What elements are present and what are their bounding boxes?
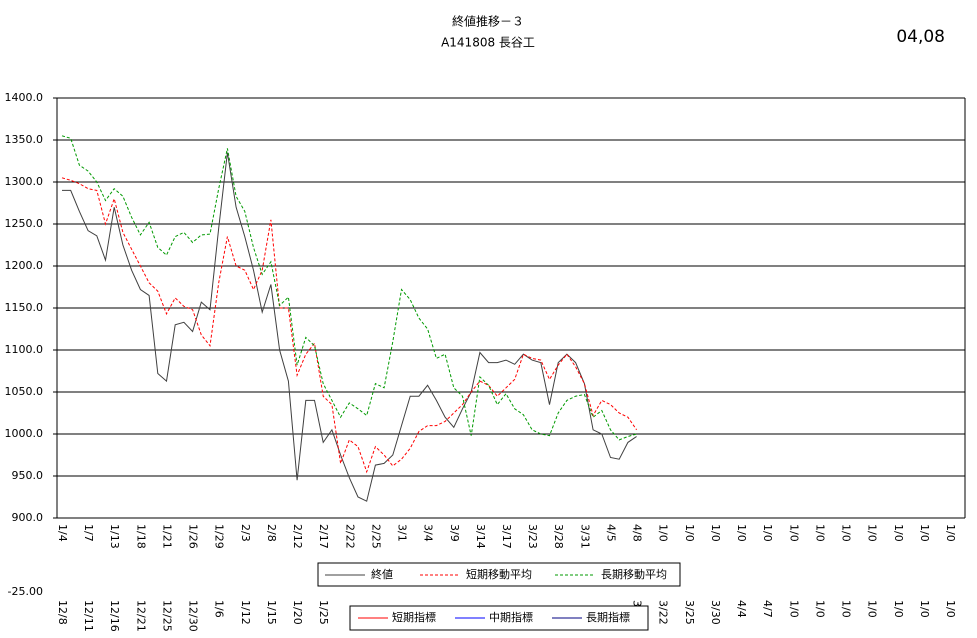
- y-tick-label: 1300.0: [5, 175, 44, 188]
- x-tick-label: 3/14: [474, 524, 487, 549]
- x-tick-label: 1/0: [892, 600, 905, 618]
- x-tick-label: 1/0: [761, 524, 774, 542]
- x-tick-label: 1/0: [787, 600, 800, 618]
- x-tick-label: 1/0: [866, 524, 879, 542]
- y-tick-label: 1100.0: [5, 343, 44, 356]
- x-tick-label: 2/3: [239, 524, 252, 542]
- chart-subtitle: A141808 長谷工: [441, 36, 535, 50]
- x-tick-label: 1/0: [683, 524, 696, 542]
- x-tick-label: 1/0: [918, 600, 931, 618]
- x-tick-label: 4/8: [631, 524, 644, 542]
- x-tick-label: 1/25: [317, 600, 330, 625]
- series-line: [61, 177, 638, 474]
- x-tick-label: 1/0: [866, 600, 879, 618]
- legend-label: 終値: [371, 567, 393, 581]
- x-tick-label: 2/12: [291, 524, 304, 549]
- legend-label: 中期指標: [489, 610, 533, 624]
- x-tick-label: 12/30: [187, 600, 200, 632]
- chart-title: 終値推移－３: [452, 14, 524, 29]
- x-tick-label: 1/0: [840, 600, 853, 618]
- x-tick-label: 2/8: [265, 524, 278, 542]
- y-tick-label: 1050.0: [5, 385, 44, 398]
- x-tick-label: 1/0: [944, 524, 957, 542]
- series-line: [61, 135, 637, 441]
- x-tick-label: 12/11: [82, 600, 95, 632]
- x-tick-label: 1/0: [735, 524, 748, 542]
- x-tick-label: 4/7: [761, 600, 774, 618]
- x-tick-label: 1/26: [187, 524, 200, 549]
- x-tick-label: 3/28: [552, 524, 565, 549]
- x-tick-label: 3/9: [448, 524, 461, 542]
- x-tick-label: 3/25: [683, 600, 696, 625]
- x-tick-label: 1/21: [160, 524, 173, 549]
- legend-label: 短期移動平均: [466, 567, 532, 581]
- x-tick-label: 1/4: [56, 524, 69, 542]
- x-tick-label: 1/6: [213, 600, 226, 618]
- y-tick-label: 1200.0: [5, 259, 44, 272]
- x-tick-label: 1/0: [709, 524, 722, 542]
- x-tick-label: 1/0: [657, 524, 670, 542]
- y-tick-label: -25.00: [8, 585, 43, 598]
- x-tick-label: 1/0: [918, 524, 931, 542]
- y-tick-label: 900.0: [12, 511, 44, 524]
- x-tick-label: 4/4: [735, 600, 748, 618]
- series-line: [62, 152, 637, 502]
- y-tick-label: 1150.0: [5, 301, 44, 314]
- x-tick-label: 1/18: [134, 524, 147, 549]
- x-tick-label: 3/4: [422, 524, 435, 542]
- legend-label: 長期移動平均: [601, 567, 667, 581]
- x-tick-label: 2/17: [317, 524, 330, 549]
- x-tick-label: 1/20: [291, 600, 304, 625]
- x-tick-label: 4/5: [604, 524, 617, 542]
- x-tick-label: 3/1: [396, 524, 409, 542]
- x-tick-label: 12/16: [108, 600, 121, 632]
- y-tick-label: 1250.0: [5, 217, 44, 230]
- x-tick-label: 1/7: [82, 524, 95, 542]
- x-tick-label: 2/22: [343, 524, 356, 549]
- legend-label: 短期指標: [392, 610, 436, 624]
- x-tick-label: 1/15: [265, 600, 278, 625]
- legend-label: 長期指標: [586, 610, 630, 624]
- x-tick-label: 1/0: [813, 524, 826, 542]
- x-tick-label: 2/25: [369, 524, 382, 549]
- x-tick-label: 12/8: [56, 600, 69, 625]
- y-tick-label: 1000.0: [5, 427, 44, 440]
- x-tick-label: 12/21: [134, 600, 147, 632]
- x-tick-label: 1/0: [813, 600, 826, 618]
- y-tick-label: 1350.0: [5, 133, 44, 146]
- x-tick-label: 1/29: [213, 524, 226, 549]
- legend-box: [349, 605, 649, 631]
- x-tick-label: 1/0: [892, 524, 905, 542]
- x-tick-label: 3/22: [657, 600, 670, 625]
- x-tick-label: 3/30: [709, 600, 722, 625]
- x-tick-label: 1/12: [239, 600, 252, 625]
- legend-box: [317, 562, 681, 587]
- x-tick-label: 3/31: [578, 524, 591, 549]
- x-tick-label: 3/17: [500, 524, 513, 549]
- y-tick-label: 950.0: [12, 469, 44, 482]
- x-tick-label: 1/13: [108, 524, 121, 549]
- x-tick-label: 1/0: [840, 524, 853, 542]
- x-tick-label: 3/23: [526, 524, 539, 549]
- corner-label: 04,08: [896, 27, 945, 47]
- x-tick-label: 1/0: [944, 600, 957, 618]
- y-tick-label: 1400.0: [5, 91, 44, 104]
- x-tick-label: 1/0: [787, 524, 800, 542]
- x-tick-label: 12/25: [160, 600, 173, 632]
